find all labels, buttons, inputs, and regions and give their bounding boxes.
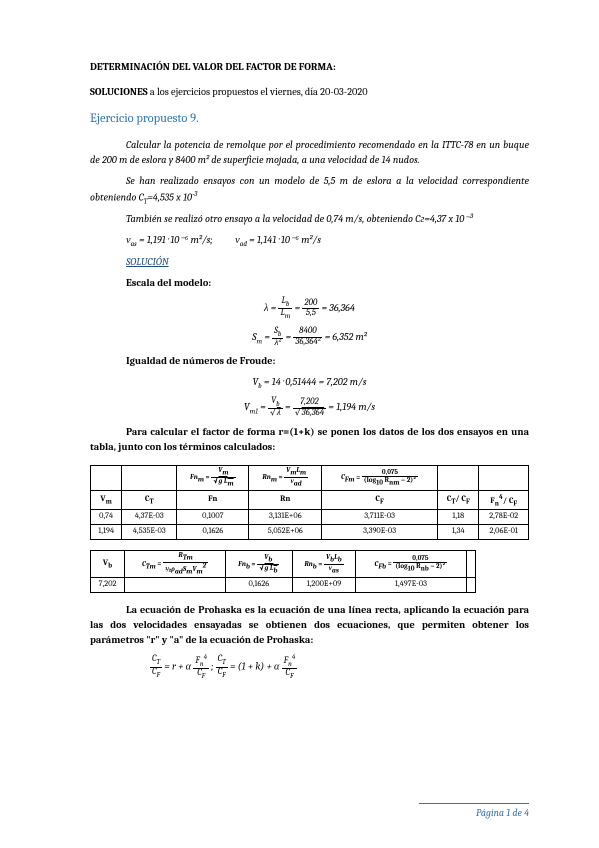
page-footer: Página 1 de 4 [419,803,529,821]
table-2: Vb CTm = RTm½ρadSmVm2 Fnb = Vb√g Lb Rnb … [90,550,476,593]
para-2: Se han realizado ensayos con un modelo d… [90,174,529,207]
eq-viscosity: νas = 1,191 · 10⁻⁶ m²/s; νad = 1,141 · 1… [126,233,529,249]
table-1: Fnm = Vm√g Lm Rnm = VmLmνad CFm = 0,075(… [90,465,529,541]
doc-title: DETERMINACIÓN DEL VALOR DEL FACTOR DE FO… [90,60,529,75]
eq-vb: Vb = 14 · 0,51444 = 7,202 m/s [90,375,529,391]
para-prohaska: La ecuación de Prohaska es la ecuación d… [90,603,529,648]
eq-vm1: Vm1 = Vb√λ = 7,202√36,364 = 1,194 m/s [90,397,529,419]
solucion-heading: SOLUCIÓN [126,255,529,270]
page: DETERMINACIÓN DEL VALOR DEL FACTOR DE FO… [0,0,599,848]
escala-heading: Escala del modelo: [126,276,529,291]
exercise-heading: Ejercicio propuesto 9. [90,110,529,128]
para-tabla: Para calcular el factor de forma r=(1+k)… [90,425,529,455]
eq-prohaska: CTCF = r + α Fn4CF ; CTCF = (1 + k) + α … [150,654,529,680]
table-row: 7,2020,16261,200E+091,497E-03 [91,578,476,593]
table-row: Fnm = Vm√g Lm Rnm = VmLmνad CFm = 0,075(… [91,465,529,490]
para-1: Calcular la potencia de remolque por el … [90,138,529,168]
eq-lambda: λ = LbLm = 2005,5 = 36,364 [90,297,529,320]
table-row: 1,1944,535E-030,16265,052E+063,390E-031,… [91,525,529,540]
table-row: Vm CT Fn Rn CF CT/ CF Fn4/ CF [91,490,529,510]
eq-sm: Sm = Sbλ² = 840036,364² = 6,352 m² [90,327,529,349]
subtitle-bold: SOLUCIONES [90,86,148,98]
subtitle: SOLUCIONES a los ejercicios propuestos e… [90,85,529,100]
froude-heading: Igualdad de números de Froude: [126,354,529,369]
subtitle-rest: a los ejercicios propuestos el viernes, … [148,86,368,98]
table-row: Vb CTm = RTm½ρadSmVm2 Fnb = Vb√g Lb Rnb … [91,551,476,578]
para-3: También se realizó otro ensayo a la velo… [90,212,529,227]
table-row: 0,744,37E-030,10073,131E+063,711E-031,18… [91,510,529,525]
